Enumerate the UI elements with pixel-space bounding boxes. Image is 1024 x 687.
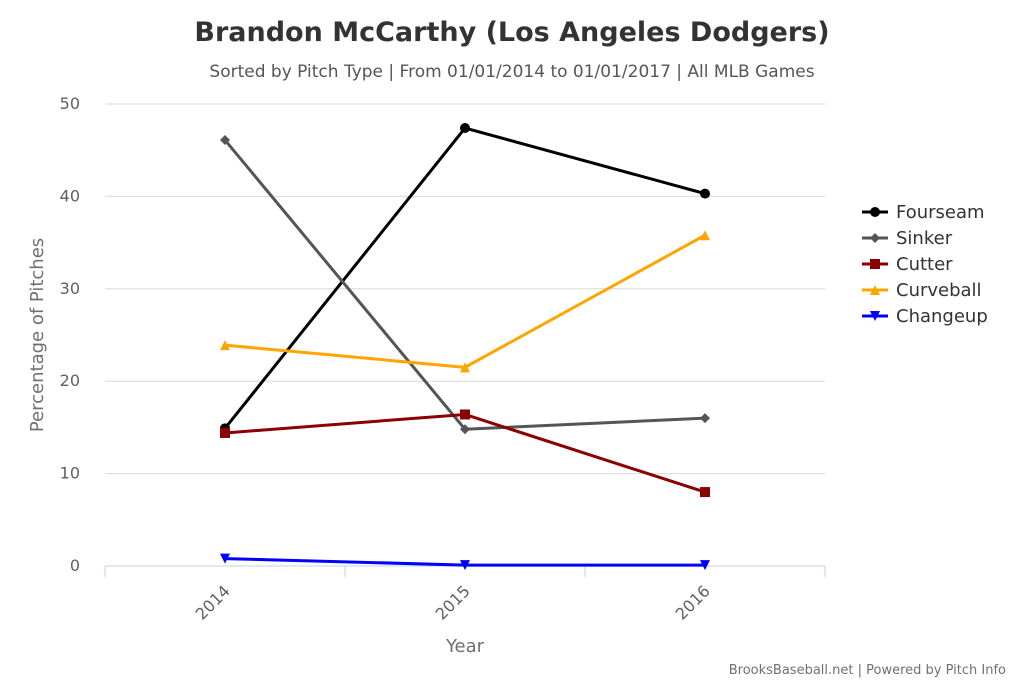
- series-line-sinker: [223, 139, 706, 431]
- data-point-curveball[interactable]: [460, 362, 470, 373]
- series-lines: [220, 123, 710, 571]
- legend-item-cutter[interactable]: Cutter: [862, 254, 953, 275]
- series-line-fourseam: [223, 126, 706, 430]
- legend-label: Cutter: [896, 254, 953, 275]
- legend-label: Fourseam: [896, 202, 985, 223]
- x-tick-label: 2015: [432, 581, 474, 623]
- y-tick-label: 30: [60, 279, 80, 298]
- data-point-fourseam[interactable]: [700, 188, 710, 199]
- data-point-cutter[interactable]: [460, 409, 470, 420]
- legend-marker[interactable]: [870, 207, 880, 217]
- credits-text[interactable]: BrooksBaseball.net | Powered by Pitch In…: [729, 663, 1006, 678]
- data-point-changeup[interactable]: [220, 553, 230, 564]
- data-point-fourseam[interactable]: [460, 123, 470, 134]
- data-point-cutter[interactable]: [220, 427, 230, 438]
- data-point-cutter[interactable]: [700, 487, 710, 498]
- y-axis-label: Percentage of Pitches: [27, 238, 48, 432]
- data-point-curveball[interactable]: [220, 340, 230, 351]
- legend-label: Curveball: [896, 280, 982, 301]
- legend-marker[interactable]: [870, 311, 880, 321]
- axes: 0 10 20 30 40 50 2014 2015 2016: [60, 94, 826, 624]
- data-point-sinker[interactable]: [460, 424, 470, 435]
- x-tick-label: 2014: [192, 581, 234, 623]
- data-point-sinker[interactable]: [220, 135, 230, 146]
- series-fourseam: [220, 123, 710, 434]
- data-point-changeup[interactable]: [460, 560, 470, 571]
- data-point-changeup[interactable]: [700, 560, 710, 571]
- legend-item-fourseam[interactable]: Fourseam: [862, 202, 985, 223]
- legend-item-curveball[interactable]: Curveball: [862, 280, 982, 301]
- legend: Fourseam Sinker Cutter Curveball Changeup: [862, 202, 988, 327]
- y-tick-label: 40: [60, 186, 80, 205]
- y-tick-label: 50: [60, 94, 80, 113]
- data-point-curveball[interactable]: [700, 230, 710, 241]
- y-tick-label: 0: [70, 556, 80, 575]
- legend-label: Sinker: [896, 228, 953, 249]
- legend-item-sinker[interactable]: Sinker: [862, 228, 953, 249]
- legend-marker[interactable]: [870, 285, 880, 295]
- chart-subtitle: Sorted by Pitch Type | From 01/01/2014 t…: [209, 62, 814, 82]
- series-cutter: [220, 409, 710, 498]
- data-point-sinker[interactable]: [700, 413, 710, 424]
- y-tick-label: 20: [60, 371, 80, 390]
- series-line-curveball: [224, 233, 706, 369]
- series-curveball: [220, 230, 710, 373]
- chart-title: Brandon McCarthy (Los Angeles Dodgers): [194, 17, 829, 48]
- series-sinker: [220, 135, 710, 435]
- series-changeup: [220, 553, 710, 571]
- y-tick-label: 10: [60, 464, 80, 483]
- x-tick-label: 2016: [672, 581, 714, 623]
- legend-marker[interactable]: [870, 259, 880, 269]
- legend-label: Changeup: [896, 306, 988, 327]
- x-axis-label: Year: [445, 636, 485, 657]
- legend-marker[interactable]: [870, 233, 880, 243]
- legend-item-changeup[interactable]: Changeup: [862, 306, 988, 327]
